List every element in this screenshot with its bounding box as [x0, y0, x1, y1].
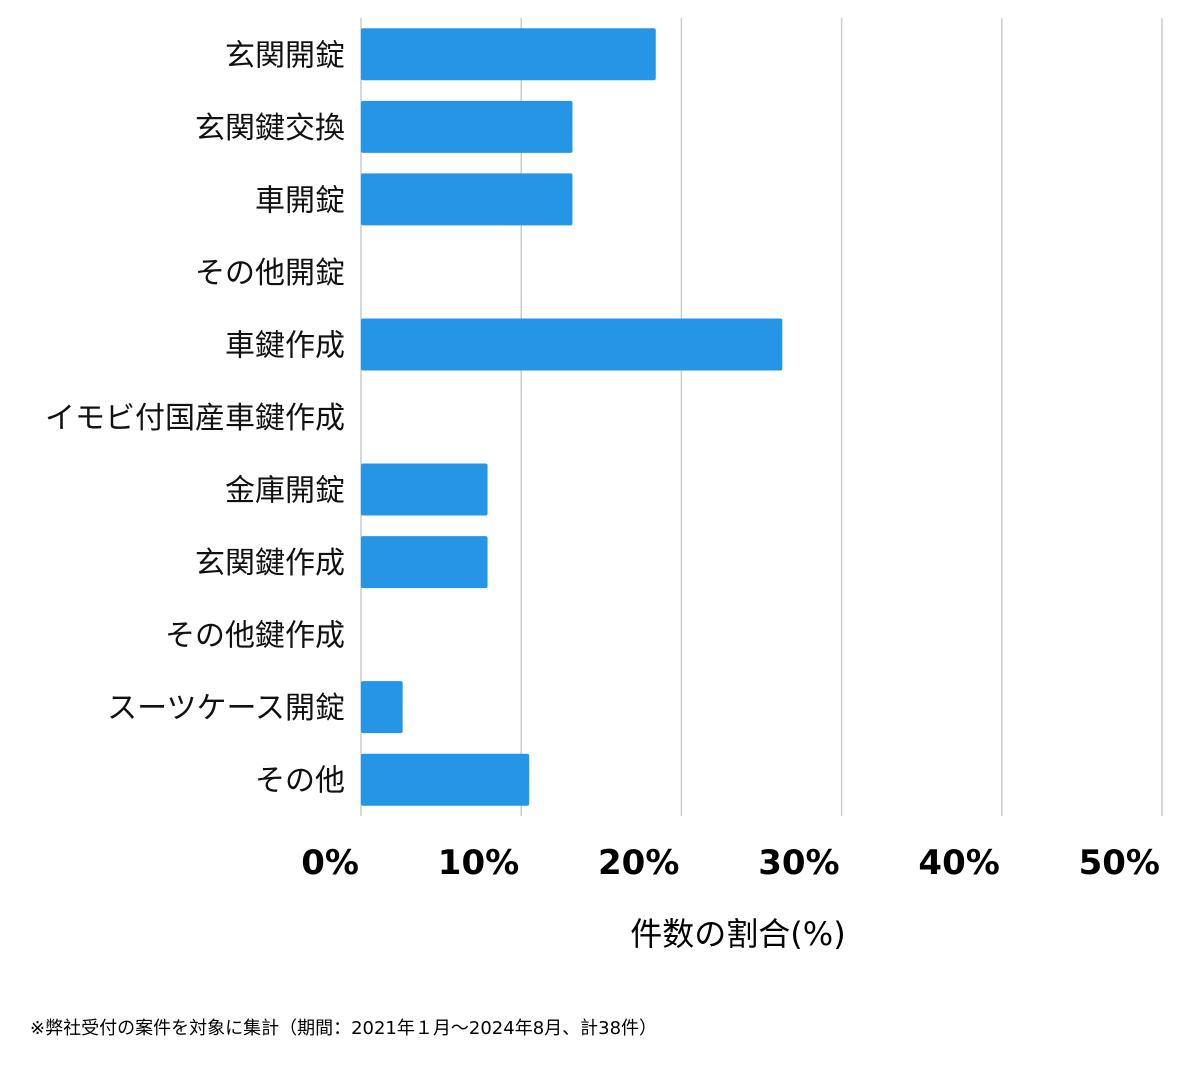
x-tick-labels: 0% 10% 20% 30% 40% 50%: [301, 843, 1160, 883]
category-label: その他鍵作成: [165, 619, 345, 654]
x-tick-label: 50%: [1079, 843, 1160, 883]
category-label: 玄関開錠: [225, 38, 345, 73]
x-tick-label: 0%: [301, 843, 359, 883]
category-label: 玄関鍵作成: [195, 546, 345, 581]
category-label: イモビ付国産車鍵作成: [45, 401, 345, 436]
x-axis-label: 件数の割合(%): [630, 915, 845, 953]
bar: [361, 28, 656, 81]
bars: [361, 28, 783, 806]
category-label: 車鍵作成: [225, 328, 345, 363]
bar-chart: 玄関開錠玄関鍵交換車開錠その他開錠車鍵作成イモビ付国産車鍵作成金庫開錠玄関鍵作成…: [45, 18, 1163, 953]
x-tick-label: 40%: [918, 843, 999, 883]
footnote: ※弊社受付の案件を対象に集計（期間：2021年１月〜2024年8月、計38件）: [30, 1018, 658, 1039]
category-label: スーツケース開錠: [107, 691, 345, 726]
x-tick-label: 30%: [758, 843, 839, 883]
bar: [361, 536, 488, 589]
bar: [361, 173, 573, 226]
category-label: 車開錠: [255, 183, 345, 218]
bar: [361, 681, 403, 734]
category-label: その他開錠: [195, 256, 345, 291]
category-label: 玄関鍵交換: [195, 111, 345, 146]
x-tick-label: 10%: [438, 843, 519, 883]
bar: [361, 318, 783, 371]
bar: [361, 463, 488, 516]
category-label: 金庫開錠: [225, 474, 345, 509]
category-label: その他: [255, 764, 345, 799]
category-labels: 玄関開錠玄関鍵交換車開錠その他開錠車鍵作成イモビ付国産車鍵作成金庫開錠玄関鍵作成…: [45, 38, 345, 798]
bar: [361, 753, 530, 806]
bar: [361, 100, 573, 153]
x-tick-label: 20%: [598, 843, 679, 883]
